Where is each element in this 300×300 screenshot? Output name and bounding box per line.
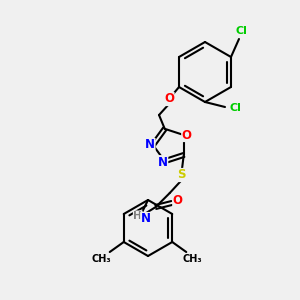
Text: Cl: Cl bbox=[229, 103, 241, 113]
Text: O: O bbox=[164, 92, 174, 106]
Text: N: N bbox=[145, 139, 155, 152]
Text: H: H bbox=[134, 211, 142, 221]
Text: Cl: Cl bbox=[235, 26, 247, 36]
Text: S: S bbox=[178, 169, 186, 182]
Text: N: N bbox=[141, 212, 151, 226]
Text: N: N bbox=[158, 156, 168, 169]
Text: CH₃: CH₃ bbox=[182, 254, 202, 264]
Text: O: O bbox=[182, 128, 192, 142]
Text: CH₃: CH₃ bbox=[92, 254, 112, 264]
Text: O: O bbox=[173, 194, 183, 208]
